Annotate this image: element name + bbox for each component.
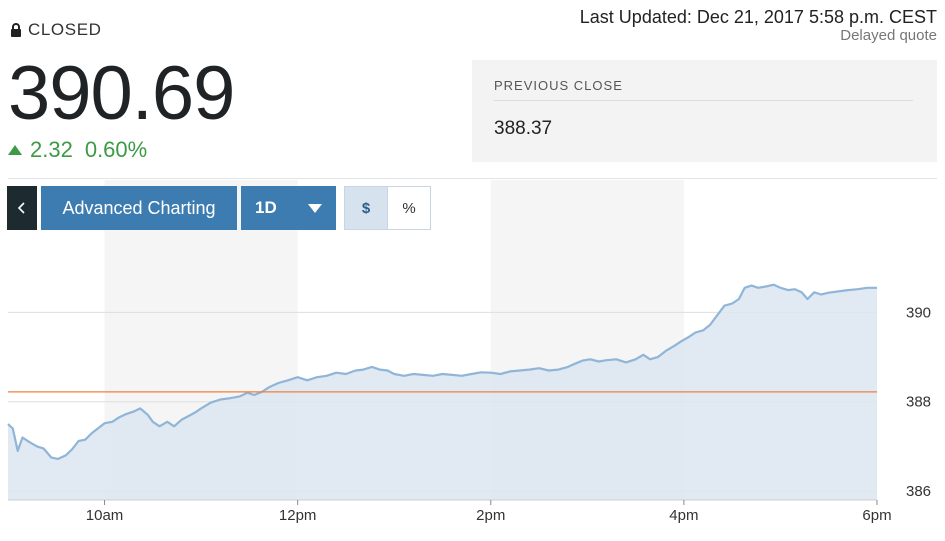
time-range-label: 1D — [255, 198, 277, 217]
status-text: CLOSED — [28, 20, 102, 39]
change-value: 2.32 — [30, 137, 73, 162]
price-change: 2.32 0.60% — [8, 137, 147, 163]
currency-percent-toggle: $ % — [344, 186, 431, 230]
y-tick-label: 386 — [906, 483, 931, 500]
last-price: 390.69 — [8, 51, 235, 136]
divider — [8, 178, 937, 179]
previous-close-value: 388.37 — [494, 118, 553, 139]
last-updated: Last Updated: Dec 21, 2017 5:58 p.m. CES… — [579, 7, 937, 27]
triangle-up-icon — [8, 145, 22, 155]
time-range-dropdown[interactable]: 1D — [241, 186, 336, 230]
collapse-button[interactable] — [7, 186, 37, 230]
y-tick-label: 390 — [906, 304, 931, 321]
x-tick-label: 4pm — [669, 507, 698, 524]
x-tick-label: 6pm — [862, 507, 891, 524]
change-percent: 0.60% — [84, 137, 148, 162]
previous-close-panel: PREVIOUS CLOSE 388.37 — [472, 60, 937, 162]
percent-toggle[interactable]: % — [388, 187, 430, 229]
market-status: CLOSED — [10, 20, 102, 40]
lock-icon — [11, 23, 21, 37]
caret-down-icon — [308, 203, 322, 213]
price-line — [7, 283, 877, 460]
x-tick-label: 10am — [86, 507, 124, 524]
x-tick-label: 2pm — [476, 507, 505, 524]
y-tick-label: 388 — [906, 394, 931, 411]
delayed-quote-note: Delayed quote — [840, 27, 937, 44]
x-tick-label: 12pm — [279, 507, 317, 524]
divider — [494, 100, 913, 101]
chart-toolbar: Advanced Charting 1D $ % — [7, 186, 431, 230]
advanced-charting-button[interactable]: Advanced Charting — [41, 186, 237, 230]
chevron-left-icon — [18, 202, 25, 214]
previous-close-label: PREVIOUS CLOSE — [494, 78, 623, 93]
dollar-toggle[interactable]: $ — [345, 187, 388, 229]
